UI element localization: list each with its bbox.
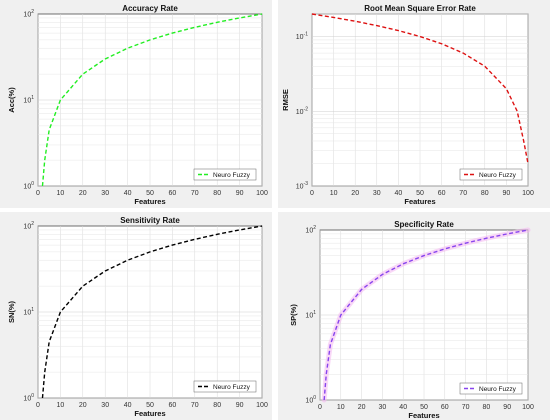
x-tick-label: 60 — [169, 190, 177, 197]
x-tick-label: 30 — [373, 190, 381, 197]
y-tick-label: 100 — [23, 393, 34, 403]
x-tick-label: 0 — [318, 404, 322, 411]
chart-title-sensitivity: Sensitivity Rate — [120, 216, 180, 225]
x-axis-label: Features — [408, 411, 439, 420]
x-tick-label: 20 — [358, 404, 366, 411]
y-axis-label: SP(%) — [289, 304, 298, 326]
x-tick-label: 40 — [124, 190, 132, 197]
legend-label: Neuro Fuzzy — [479, 172, 517, 179]
series-line-neuro-fuzzy — [41, 13, 263, 187]
x-tick-label: 60 — [169, 402, 177, 409]
y-tick-label: 101 — [305, 310, 316, 320]
chart-rmse-svg: 0 10 20 30 40 50 60 70 80 90 100 10-3 10-2 10-1 Neuro … — [281, 4, 534, 206]
x-tick-label: 40 — [399, 404, 407, 411]
x-tick-label: 10 — [337, 404, 345, 411]
legend-label: Neuro Fuzzy — [213, 384, 251, 391]
x-tick-label: 20 — [351, 190, 359, 197]
x-tick-label: 10 — [57, 402, 65, 409]
x-tick-label: 80 — [483, 404, 491, 411]
x-tick-label: 100 — [522, 190, 534, 197]
series-line-neuro-fuzzy — [323, 229, 529, 401]
x-tick-label: 70 — [191, 190, 199, 197]
x-tick-label: 100 — [522, 404, 534, 411]
x-tick-label: 50 — [416, 190, 424, 197]
chart-title-specificity: Specificity Rate — [394, 220, 454, 229]
x-tick-label: 80 — [213, 402, 221, 409]
legend-box — [459, 168, 523, 181]
x-tick-label: 30 — [379, 404, 387, 411]
x-tick-label: 90 — [236, 402, 244, 409]
chart-sensitivity-svg: 0 10 20 30 40 50 60 70 80 90 100 100 101 102 Neuro Fuz… — [7, 216, 268, 418]
x-tick-label: 30 — [101, 402, 109, 409]
series-line-neuro-fuzzy — [311, 13, 529, 164]
x-tick-label: 10 — [57, 190, 65, 197]
x-tick-label: 100 — [256, 190, 268, 197]
y-tick-label: 10-3 — [296, 181, 308, 191]
x-tick-label: 90 — [503, 404, 511, 411]
x-tick-label: 100 — [256, 402, 268, 409]
x-tick-label: 50 — [146, 402, 154, 409]
chart-panel-rmse: 0 10 20 30 40 50 60 70 80 90 100 10-3 10-2 10-1 Neuro … — [278, 0, 550, 208]
series-line-neuro-fuzzy — [41, 225, 263, 399]
chart-panel-accuracy: 0 10 20 30 40 50 60 70 80 90 100 100 101 102 Neuro Fuz… — [0, 0, 272, 208]
y-tick-label: 102 — [305, 225, 316, 235]
x-tick-label: 30 — [101, 190, 109, 197]
y-tick-label: 10-1 — [296, 32, 308, 42]
y-tick-label: 101 — [23, 95, 34, 105]
x-tick-label: 60 — [438, 190, 446, 197]
x-tick-label: 10 — [330, 190, 338, 197]
y-tick-label: 101 — [23, 307, 34, 317]
x-tick-label: 70 — [462, 404, 470, 411]
legend-label: Neuro Fuzzy — [479, 386, 517, 393]
x-tick-label: 0 — [36, 402, 40, 409]
x-axis-label: Features — [404, 197, 435, 206]
chart-accuracy-svg: 0 10 20 30 40 50 60 70 80 90 100 100 101 102 Neuro Fuz… — [7, 4, 268, 206]
y-tick-label: 10-2 — [296, 106, 308, 116]
legend-label: Neuro Fuzzy — [213, 172, 251, 179]
legend-box — [459, 382, 523, 395]
y-tick-label: 100 — [305, 395, 316, 405]
legend-box — [193, 380, 257, 393]
x-tick-label: 20 — [79, 402, 87, 409]
chart-panel-specificity: 0 10 20 30 40 50 60 70 80 90 100 100 101 102 Neuro Fuz… — [278, 212, 550, 420]
x-tick-label: 40 — [395, 190, 403, 197]
chart-title-accuracy: Accuracy Rate — [122, 4, 178, 13]
x-axis-label: Features — [134, 409, 165, 418]
x-tick-label: 50 — [420, 404, 428, 411]
y-tick-label: 102 — [23, 9, 34, 19]
x-tick-label: 0 — [36, 190, 40, 197]
y-tick-label: 102 — [23, 221, 34, 231]
x-tick-label: 0 — [310, 190, 314, 197]
x-tick-label: 70 — [459, 190, 467, 197]
x-tick-label: 90 — [503, 190, 511, 197]
y-axis-label: RMSE — [281, 89, 290, 111]
x-tick-label: 70 — [191, 402, 199, 409]
x-axis-label: Features — [134, 197, 165, 206]
x-tick-label: 50 — [146, 190, 154, 197]
x-tick-label: 40 — [124, 402, 132, 409]
x-tick-label: 80 — [213, 190, 221, 197]
legend-box — [193, 168, 257, 181]
y-tick-label: 100 — [23, 181, 34, 191]
y-axis-label: SN(%) — [7, 300, 16, 323]
x-tick-label: 80 — [481, 190, 489, 197]
chart-panel-sensitivity: 0 10 20 30 40 50 60 70 80 90 100 100 101 102 Neuro Fuz… — [0, 212, 272, 420]
chart-title-rmse: Root Mean Square Error Rate — [364, 4, 476, 13]
chart-specificity-svg: 0 10 20 30 40 50 60 70 80 90 100 100 101 102 Neuro Fuz… — [289, 220, 534, 420]
x-tick-label: 60 — [441, 404, 449, 411]
y-axis-label: Acc(%) — [7, 87, 16, 113]
x-tick-label: 20 — [79, 190, 87, 197]
x-tick-label: 90 — [236, 190, 244, 197]
